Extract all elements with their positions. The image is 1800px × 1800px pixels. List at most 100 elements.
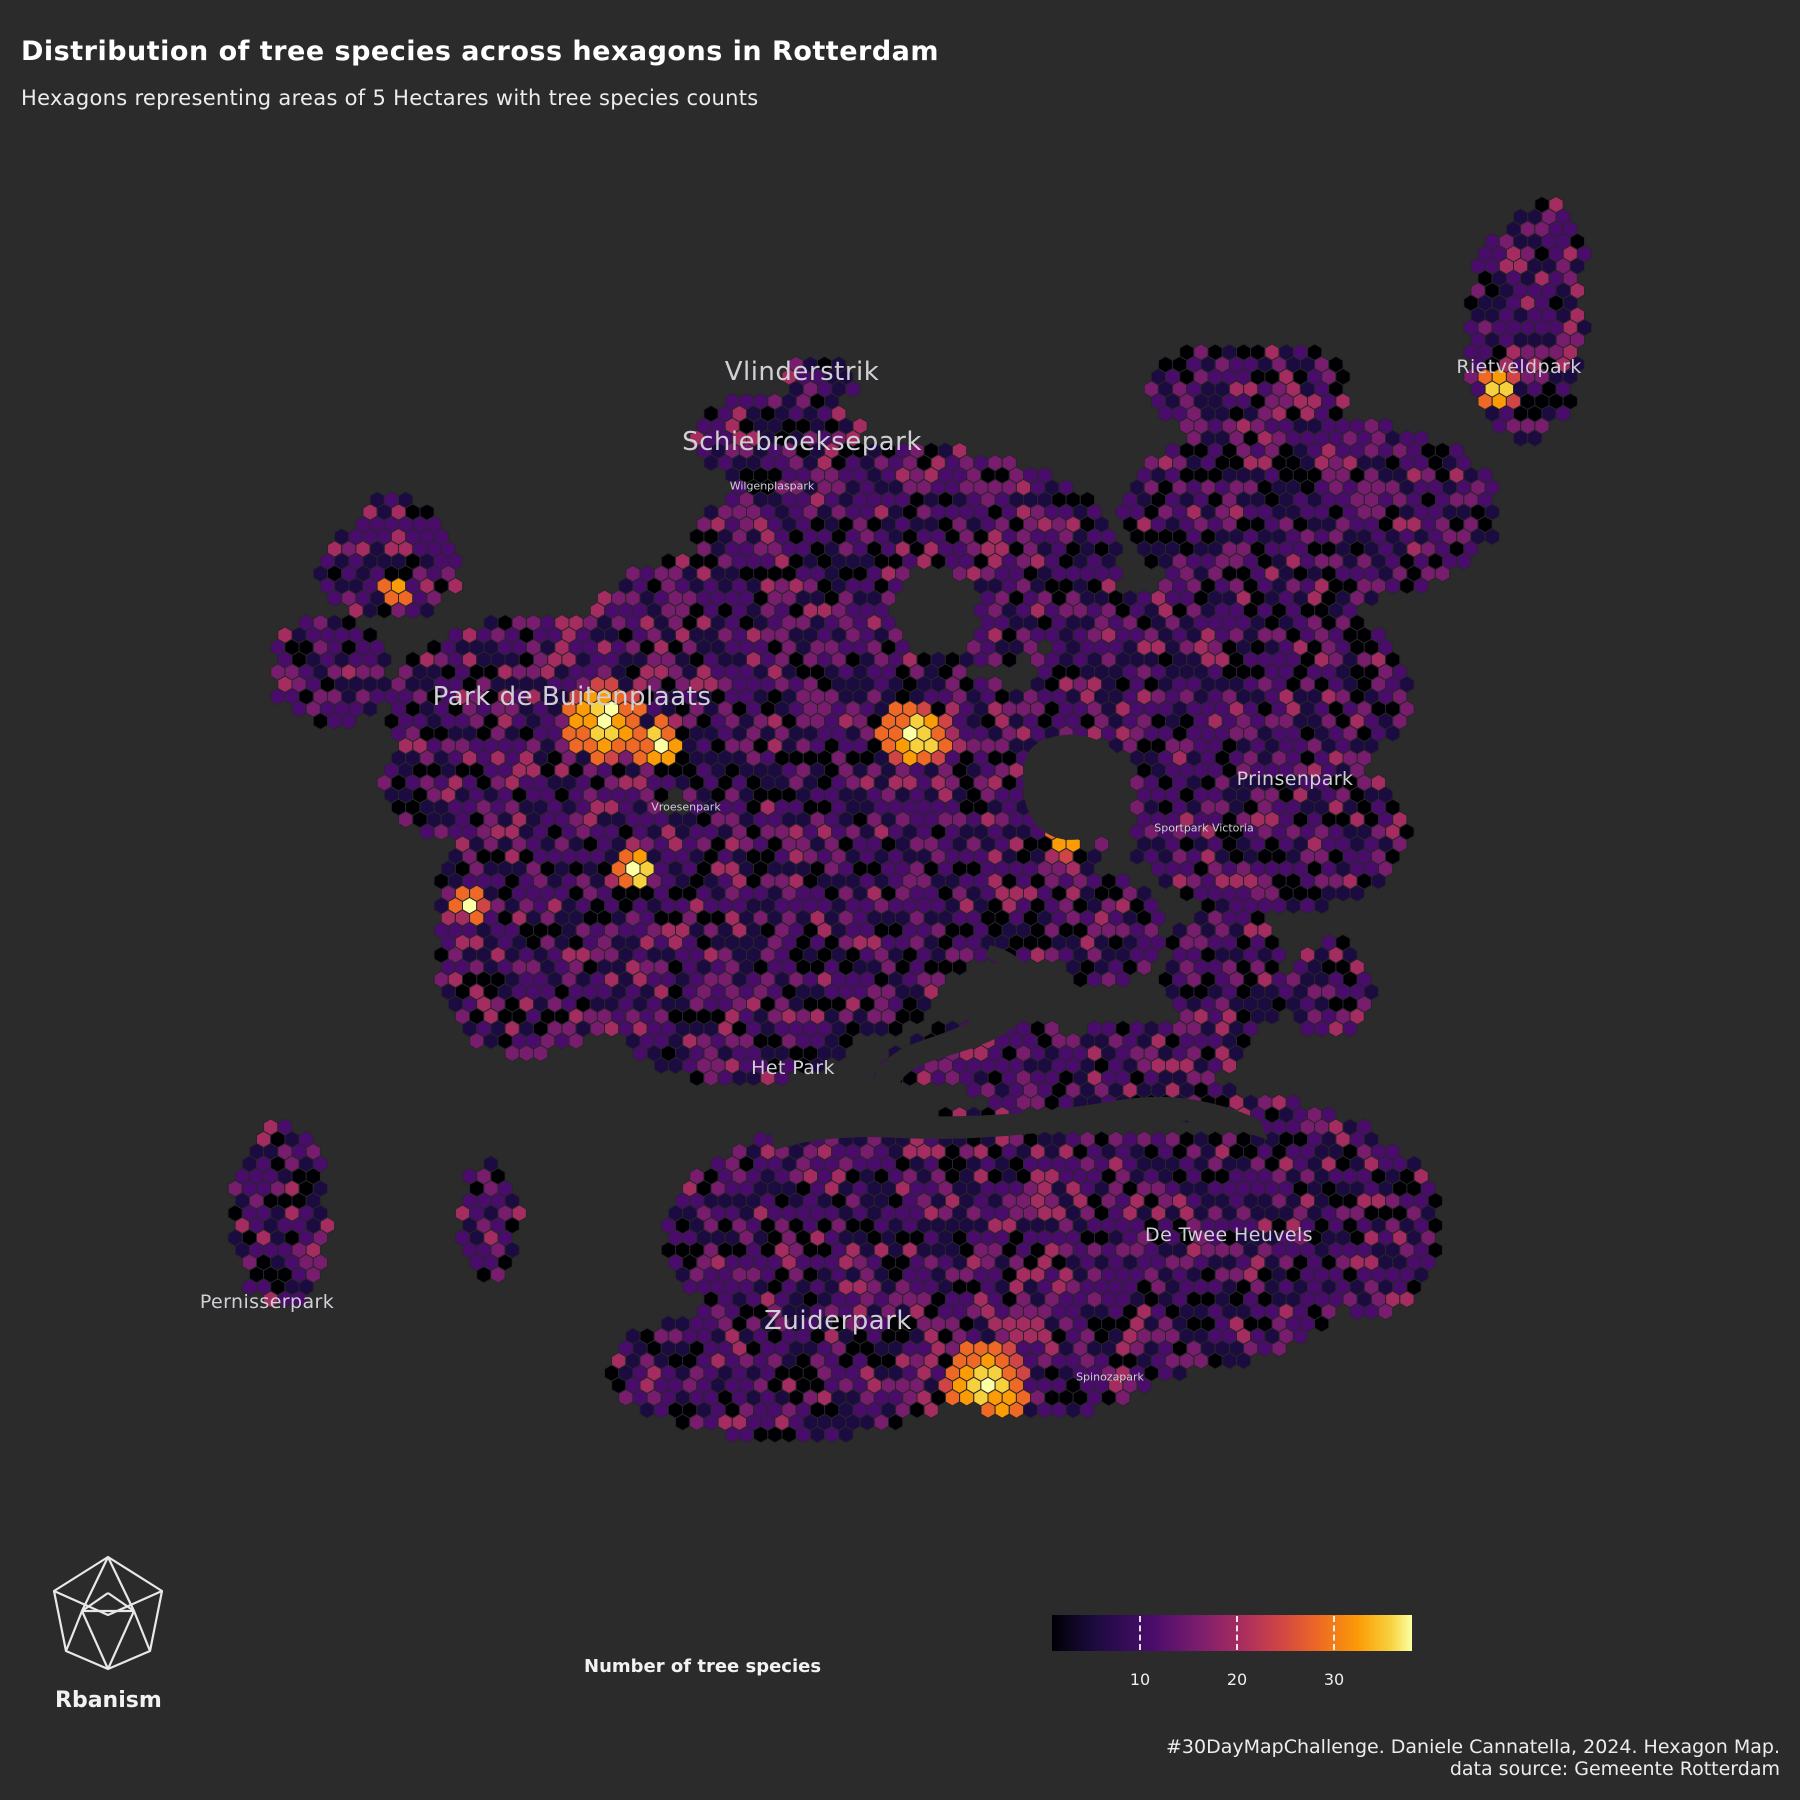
- legend-title: Number of tree species: [584, 1656, 822, 1677]
- hexagon-layer: [227, 195, 1593, 1444]
- hexagon-cell: [1264, 1007, 1280, 1026]
- hexagon-cell: [859, 1019, 875, 1038]
- hexagon-cell: [341, 712, 357, 730]
- park-label-de-twee-heuvels: De Twee Heuvels: [1145, 1224, 1313, 1246]
- hexagon-cell: [1385, 577, 1401, 595]
- hexagon-cell: [1527, 429, 1543, 448]
- hexagon-cell: [1001, 650, 1017, 669]
- hexagon-cell: [1101, 1388, 1117, 1407]
- park-label-rietveldpark: Rietveldpark: [1456, 356, 1582, 378]
- legend-colorbar: [1052, 1615, 1412, 1651]
- hexagon-cell: [419, 823, 435, 841]
- hexagon-cell: [952, 958, 968, 976]
- hexagon-cell: [1193, 1352, 1209, 1370]
- park-label-vroesenpark: Vroesenpark: [651, 800, 721, 814]
- credits: #30DayMapChallenge. Daniele Cannatella, …: [1166, 1736, 1780, 1780]
- park-label-spinozapark: Spinozapark: [1076, 1370, 1144, 1384]
- hexagon-cell: [994, 1401, 1010, 1419]
- hexagon-cell: [944, 1388, 961, 1407]
- hexagon-cell: [1370, 872, 1387, 890]
- hexagon-cell: [1037, 1401, 1053, 1419]
- hexagon-cell: [469, 1032, 485, 1050]
- hexagon-cell: [689, 1413, 705, 1432]
- hexagon-cell: [1030, 946, 1046, 964]
- hexagon-cell: [362, 700, 378, 718]
- hexagon-cell: [1051, 1401, 1067, 1419]
- hexagon-cell: [1285, 896, 1301, 915]
- hexagon-cell: [1363, 589, 1379, 607]
- hexagon-cell: [1115, 970, 1131, 989]
- park-label-wilgenplaspark: Wilgenplaspark: [729, 479, 815, 493]
- legend-label-10: 10: [1129, 1670, 1151, 1689]
- hexagon-cell: [703, 454, 719, 472]
- hexagon-cell: [1271, 896, 1287, 915]
- hexagon-cell: [1044, 1093, 1060, 1112]
- hexagon-cell: [1299, 896, 1316, 915]
- hexagon-cell: [483, 1032, 499, 1050]
- hexagon-cell: [703, 1413, 719, 1432]
- hexagon-cell: [1314, 1315, 1330, 1333]
- hexagon-cell: [1086, 970, 1103, 989]
- hexagon-cell: [653, 1056, 669, 1075]
- hexagon-cell: [809, 1425, 826, 1444]
- hexagon-cell: [952, 564, 968, 583]
- hexagon-cell: [1413, 577, 1429, 595]
- kralingse-plas: [1022, 734, 1130, 840]
- hexagon-cell: [667, 1056, 684, 1075]
- hexagon-cell: [1399, 577, 1415, 595]
- hexagon-cell: [1314, 1019, 1330, 1038]
- park-label-schiebroeksepark: Schiebroeksepark: [682, 427, 922, 457]
- hexagon-cell: [909, 1007, 925, 1026]
- hexagon-cell: [767, 1425, 783, 1444]
- hexagon-cell: [653, 1401, 669, 1419]
- hexagon-cell: [1378, 1302, 1394, 1321]
- hexagon-cell: [1314, 896, 1330, 915]
- hexagon-cell: [966, 1081, 982, 1099]
- hexagon-cell: [909, 1401, 925, 1419]
- hexagon-cell: [1030, 1093, 1046, 1112]
- hexagon-cell: [738, 1425, 755, 1444]
- hexagon-cell: [1385, 724, 1401, 743]
- hexagon-cell: [639, 1401, 655, 1419]
- legend-tick-30: [1333, 1616, 1337, 1650]
- hexagon-cell: [944, 1069, 961, 1087]
- hexagon-cell: [1491, 417, 1507, 435]
- hexagon-cell: [1072, 970, 1088, 989]
- hexagon-cell: [1221, 1056, 1237, 1075]
- hexagon-cell: [724, 1425, 740, 1444]
- hexagon-cell: [682, 1278, 698, 1296]
- hexagon-cell: [973, 946, 989, 964]
- hexagon-cell: [717, 1069, 733, 1087]
- hexagon-cell: [930, 552, 946, 571]
- hexagon-cell: [1136, 958, 1152, 976]
- hexagon-cell: [838, 1425, 854, 1444]
- hexagon-cell: [824, 1425, 840, 1444]
- hexagon-cell: [1328, 1019, 1344, 1038]
- hexagon-cell: [291, 700, 307, 718]
- hexagon-cell: [873, 1019, 889, 1038]
- hexagon-cell: [1207, 1352, 1223, 1370]
- hexagon-cell: [1044, 946, 1060, 964]
- hexagon-cell: [447, 577, 463, 595]
- credit-line-1: #30DayMapChallenge. Daniele Cannatella, …: [1166, 1736, 1780, 1758]
- hexagon-cell: [618, 1388, 634, 1407]
- park-label-het-park: Het Park: [751, 1057, 835, 1079]
- hexagon-cell: [959, 1388, 975, 1407]
- hexagon-cell: [327, 589, 343, 607]
- hexagon-cell: [930, 1069, 946, 1087]
- hexagon-cell: [888, 1019, 904, 1038]
- hexagon-cell: [1349, 884, 1365, 903]
- hexagon-cell: [781, 1425, 797, 1444]
- hexagon-cell: [405, 601, 421, 620]
- hexagon-cell: [795, 1425, 811, 1444]
- logo-text: Rbanism: [55, 1688, 162, 1713]
- hexagon-cell: [398, 810, 414, 829]
- park-label-prinsenpark: Prinsenpark: [1236, 768, 1354, 790]
- park-label-park-de-buitenplaats: Park de Buitenplaats: [432, 682, 712, 712]
- hexagon-cell: [1399, 1290, 1415, 1309]
- hexagon-cell: [327, 712, 343, 730]
- hexagon-cell: [1456, 552, 1472, 571]
- hexagon-cell: [703, 1069, 719, 1087]
- hexagon-cell: [916, 1069, 932, 1087]
- hexagon-cell: [433, 823, 449, 841]
